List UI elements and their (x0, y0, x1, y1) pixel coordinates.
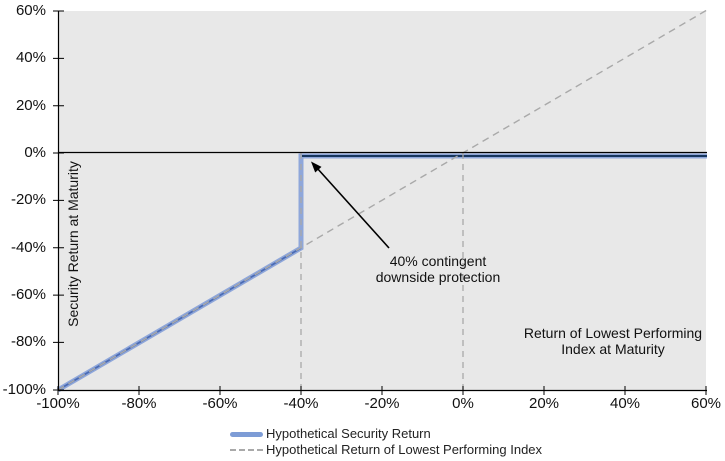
x-tick-label: -40% (283, 395, 319, 412)
solid-line-swatch-icon (230, 431, 263, 437)
y-tick-label: -80% (10, 333, 46, 350)
index-return-line (57, 9, 708, 391)
x-tick-label: 0% (452, 395, 474, 412)
x-tick-label: 40% (609, 395, 641, 412)
legend-label: Hypothetical Return of Lowest Performing… (266, 442, 543, 457)
y-tick-marks (53, 10, 64, 391)
x-axis-title: Return of Lowest Performing Index at Mat… (523, 325, 703, 357)
annotation-text: 40% contingent downside protection (353, 253, 523, 285)
x-tick-label: -100% (36, 395, 80, 412)
annotation-arrow-line (316, 167, 390, 249)
legend-item-index-return: Hypothetical Return of Lowest Performing… (230, 442, 542, 458)
x-tick-label: -80% (121, 395, 157, 412)
dashed-line-swatch-icon (230, 449, 263, 451)
y-tick-label: 40% (15, 49, 46, 66)
x-tick-label: 20% (528, 395, 560, 412)
x-tick-label: -20% (364, 395, 400, 412)
y-tick-label: -20% (10, 191, 46, 208)
y-axis-title: Security Return at Maturity (65, 161, 81, 327)
legend-label: Hypothetical Security Return (266, 426, 431, 441)
legend-item-security-return: Hypothetical Security Return (230, 426, 542, 442)
y-tick-label: -40% (10, 239, 46, 256)
y-tick-label: -100% (2, 381, 46, 398)
annotation-arrowhead-icon (311, 161, 322, 173)
annotation-line1: 40% contingent (389, 253, 487, 269)
y-tick-label: -60% (10, 286, 46, 303)
legend: Hypothetical Security Return Hypothetica… (230, 426, 542, 458)
x-tick-label: -60% (202, 395, 238, 412)
annotation-line2: downside protection (375, 268, 501, 285)
y-tick-label: 0% (24, 144, 46, 161)
x-tick-label: 60% (690, 395, 722, 412)
y-tick-label: 60% (15, 2, 46, 19)
y-tick-label: 20% (15, 97, 46, 114)
